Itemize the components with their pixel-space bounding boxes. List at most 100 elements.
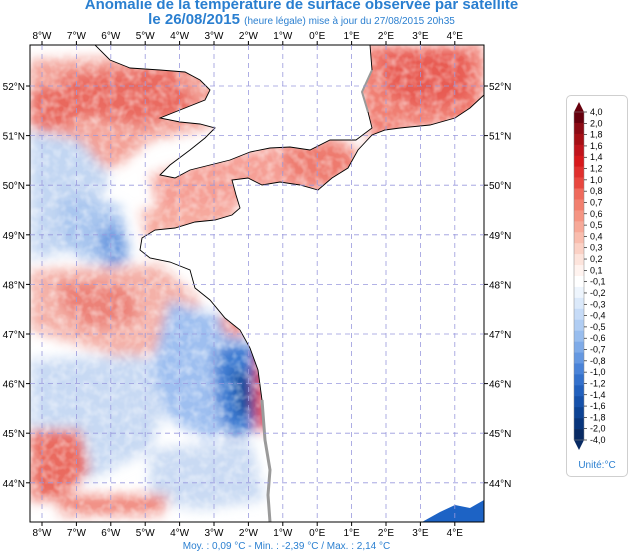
lon-label: 6°W [101, 528, 121, 539]
legend-label: -1,8 [590, 412, 606, 422]
legend-swatch [574, 341, 584, 353]
lat-label: 52°N [3, 82, 25, 93]
legend-label: -4,0 [590, 435, 606, 445]
lon-label: 4°W [170, 31, 190, 42]
lat-label: 46°N [3, 380, 25, 391]
lon-label: 8°W [33, 31, 53, 42]
lon-label: 4°E [447, 528, 464, 539]
legend-swatch [574, 418, 584, 430]
legend-swatch [574, 276, 584, 288]
lon-label: 2°E [378, 31, 395, 42]
legend-label: 0,5 [590, 220, 603, 230]
lon-label: 4°E [447, 31, 464, 42]
lon-label: 3°W [205, 528, 225, 539]
lon-label: 8°W [33, 528, 53, 539]
legend-label: 0,1 [590, 265, 603, 275]
lon-label: 1°W [273, 31, 293, 42]
legend-label: -0,6 [590, 333, 606, 343]
legend-swatch [574, 133, 584, 146]
legend-colorbar: 4,02,01,81,61,41,21,00,80,70,60,50,40,30… [573, 102, 606, 450]
legend-label: -1,4 [590, 390, 606, 400]
legend-swatch [574, 330, 584, 342]
legend-swatch [574, 265, 584, 277]
legend-label: -0,5 [590, 322, 606, 332]
lon-label: 1°E [343, 528, 360, 539]
legend: 4,0 2,0 1,8 1,6 1,4 1,2 1,0 0,8 0,7 0,6 0,5 0,4 0,3 0… [566, 95, 628, 477]
legend-label: -0,3 [590, 299, 606, 309]
legend-label: -0,2 [590, 288, 606, 298]
legend-swatch [574, 429, 584, 441]
lon-label: 1°W [273, 528, 293, 539]
lon-label: 7°W [67, 31, 87, 42]
legend-label: 4,0 [590, 107, 603, 117]
lat-label: 49°N [489, 231, 511, 242]
lat-label: 48°N [3, 280, 25, 291]
legend-label: 1,8 [590, 130, 603, 140]
legend-arrow-bottom [574, 440, 584, 450]
legend-swatch [574, 407, 584, 419]
update-info: (heure légale) mise à jour du 27/08/2015… [244, 16, 455, 27]
lat-label: 51°N [489, 132, 511, 143]
legend-label: -1,2 [590, 378, 606, 388]
legend-label: -0,7 [590, 345, 606, 355]
legend-swatch [574, 254, 584, 266]
lat-label: 46°N [489, 380, 511, 391]
legend-label: 1,0 [590, 175, 603, 185]
lat-label: 50°N [489, 181, 511, 192]
legend-label: 0,3 [590, 243, 603, 253]
legend-swatch [574, 210, 584, 222]
legend-swatch [574, 188, 584, 200]
legend-swatch [574, 385, 584, 397]
legend-swatch [574, 297, 584, 310]
legend-swatch [574, 363, 584, 375]
lon-label: 3°W [205, 31, 225, 42]
legend-label: -1,6 [590, 401, 606, 411]
map-date: le 26/08/2015 [148, 11, 240, 28]
stats-text: Moy. : 0,09 °C - Min. : -2,39 °C / Max. … [182, 541, 391, 552]
graticule [30, 45, 484, 522]
lon-label: 5°W [136, 31, 156, 42]
legend-swatch [574, 166, 584, 178]
lon-label: 4°W [170, 528, 190, 539]
map-title: Anomalie de la température de surface ob… [84, 0, 519, 13]
legend-unit: Unité:°C [578, 460, 616, 471]
lon-label: 1°E [343, 31, 360, 42]
legend-swatch [574, 177, 584, 189]
legend-swatch [574, 232, 584, 244]
legend-swatch [574, 122, 584, 135]
legend-swatch [574, 155, 584, 167]
map-frame [29, 44, 485, 523]
lat-label: 50°N [3, 181, 25, 192]
lon-label: 2°E [378, 528, 395, 539]
legend-label: 0,2 [590, 254, 603, 264]
legend-swatch [574, 319, 584, 331]
lon-label: 3°E [412, 528, 429, 539]
legend-label: 0,4 [590, 231, 603, 241]
lat-label: 52°N [489, 82, 511, 93]
land [94, 45, 484, 522]
legend-label: -0,1 [590, 277, 606, 287]
legend-label: 0,7 [590, 197, 603, 207]
map-subtitle: le 26/08/2015 (heure légale) mise à jour… [0, 11, 623, 28]
lat-label: 48°N [489, 280, 511, 291]
legend-swatch [574, 396, 584, 408]
lon-label: 5°W [136, 528, 156, 539]
lat-label: 45°N [489, 429, 511, 440]
legend-label: 1,6 [590, 141, 603, 151]
legend-swatch [574, 144, 584, 157]
lon-label: 2°W [239, 528, 259, 539]
legend-swatch [574, 112, 584, 124]
lat-label: 47°N [3, 330, 25, 341]
legend-label: -0,8 [590, 356, 606, 366]
legend-label: 0,8 [590, 186, 603, 196]
map-area [30, 45, 484, 522]
lat-label: 45°N [3, 429, 25, 440]
legend-label: -0,4 [590, 311, 606, 321]
lon-label: 3°E [412, 31, 429, 42]
lat-label: 49°N [3, 231, 25, 242]
lon-label: 7°W [67, 528, 87, 539]
lat-label: 47°N [489, 330, 511, 341]
legend-swatch [574, 286, 584, 299]
legend-label: 2,0 [590, 118, 603, 128]
legend-arrow-top [574, 102, 584, 112]
